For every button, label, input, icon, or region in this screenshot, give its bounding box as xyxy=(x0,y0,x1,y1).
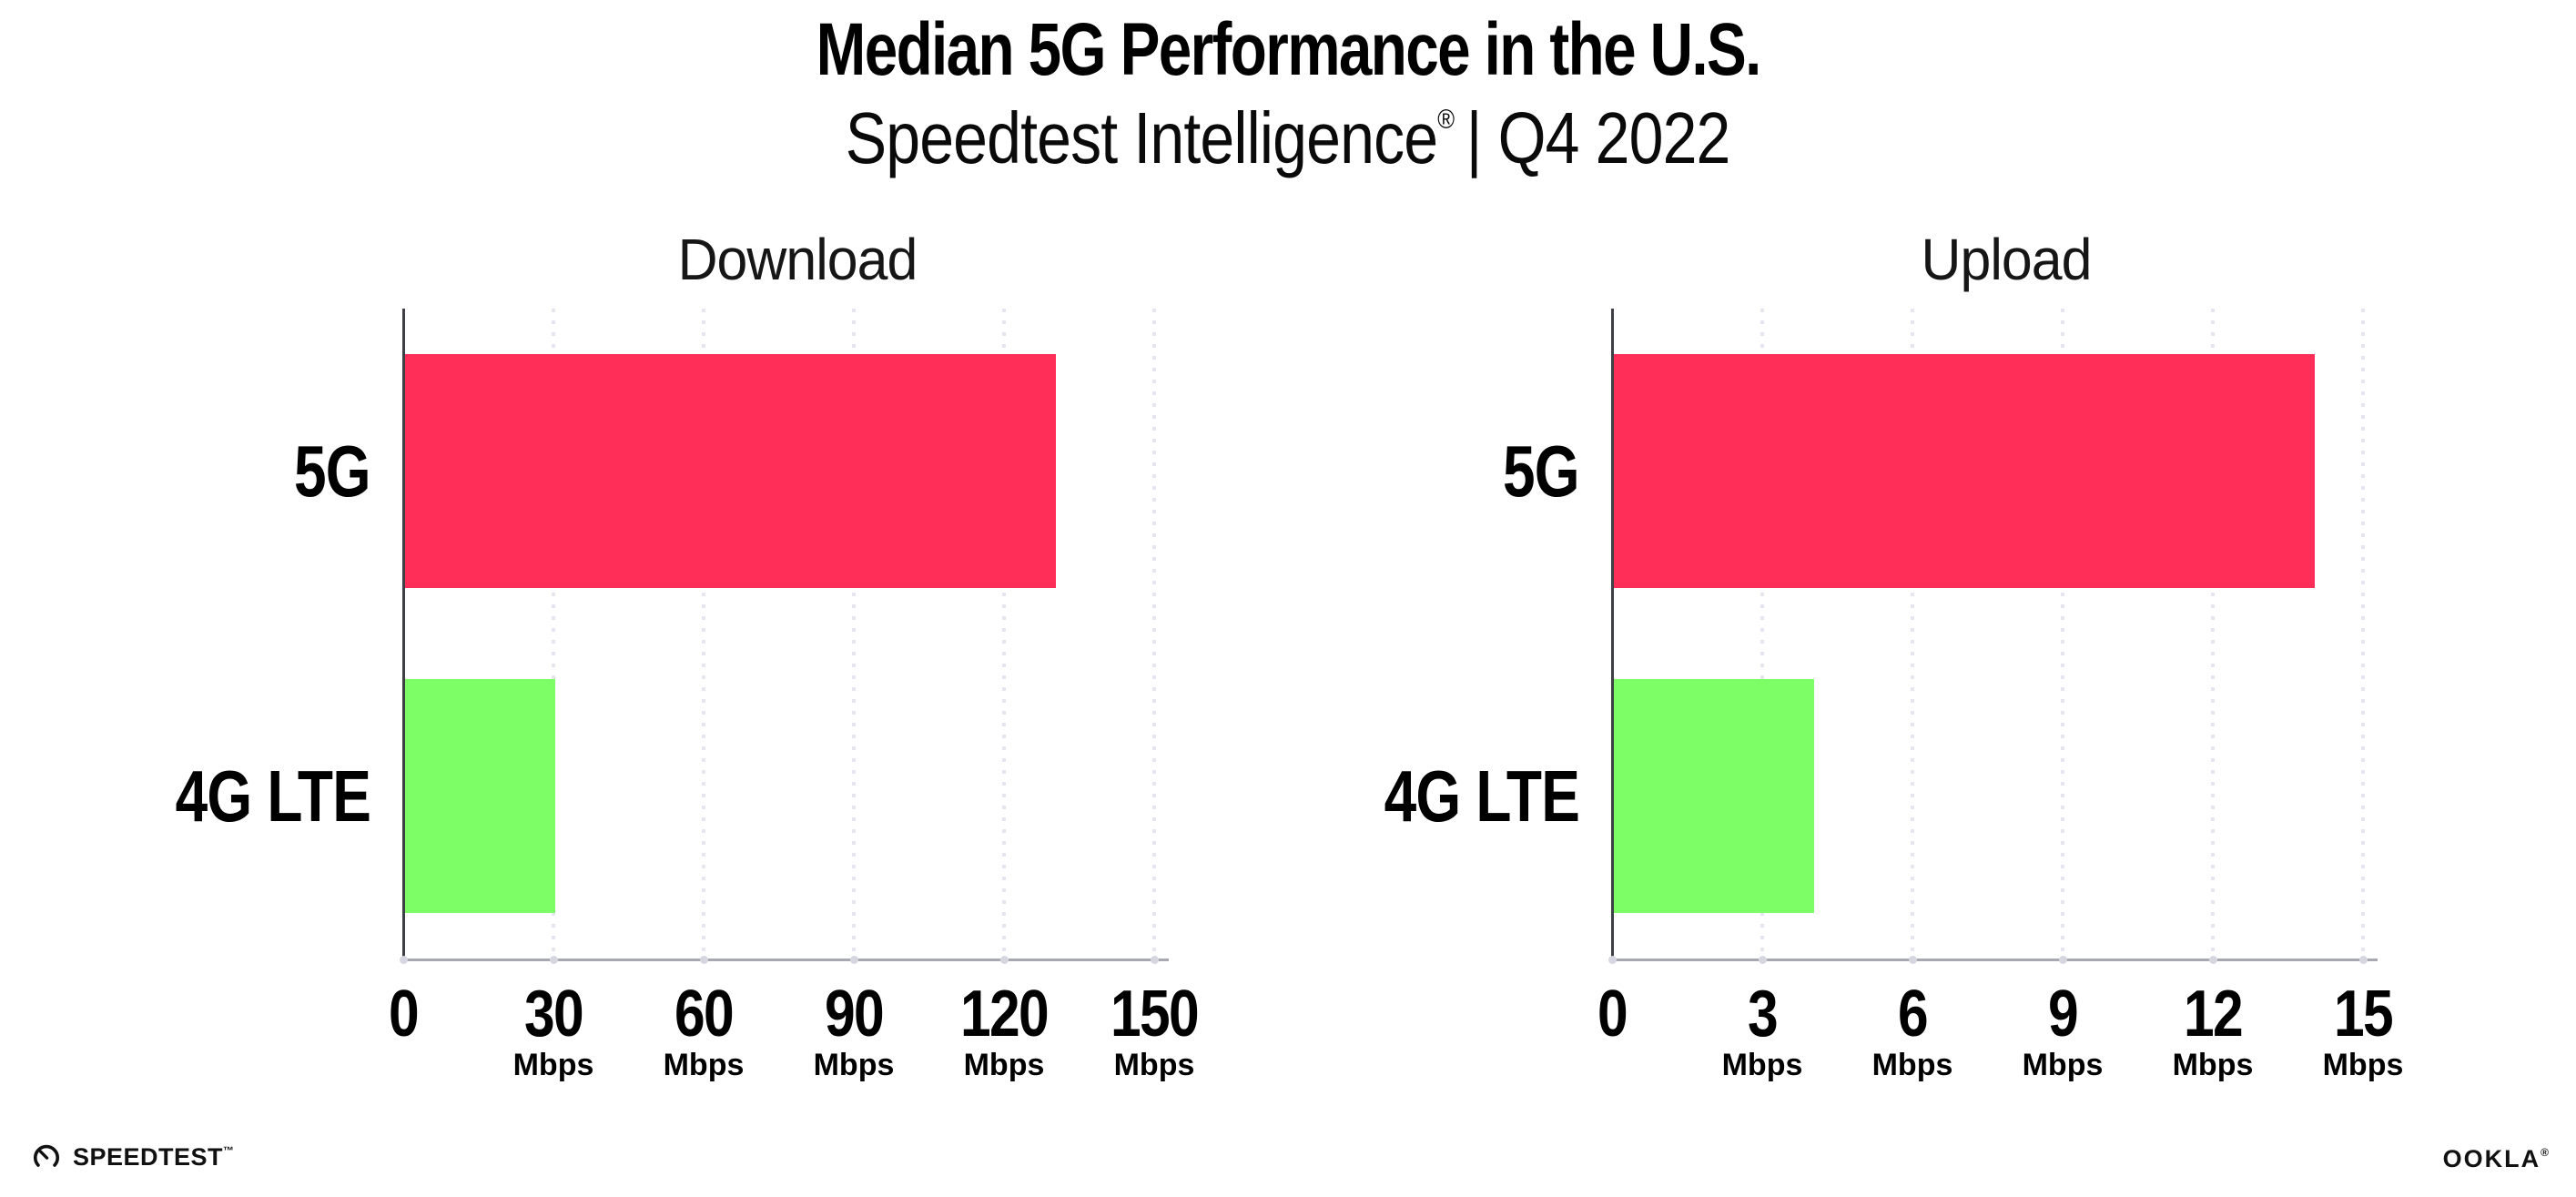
gridline-upload-9 xyxy=(2061,309,2064,959)
ookla-wordmark-text: OOKLA xyxy=(2442,1145,2541,1172)
tick-label-upload-0: 0 xyxy=(1597,978,1628,1050)
bar-5g-upload xyxy=(1614,354,2315,588)
page-subtitle-text: Speedtest Intelligence® | Q4 2022 xyxy=(846,96,1731,180)
speedtest-wordmark: SPEEDTEST™ xyxy=(73,1143,234,1172)
tick-label-upload-12: 12 xyxy=(2184,978,2244,1050)
chart-title-download: Download xyxy=(677,227,918,292)
tick-dot-download-90 xyxy=(850,956,858,964)
page-subtitle: Speedtest Intelligence® | Q4 2022 xyxy=(0,96,2576,180)
tick-unit-upload-12: Mbps xyxy=(2172,1048,2254,1082)
speedtest-gauge-icon xyxy=(31,1141,62,1172)
tick-unit-download-120: Mbps xyxy=(963,1048,1045,1082)
tick-label-upload-9: 9 xyxy=(2048,978,2079,1050)
gridline-download-60 xyxy=(702,309,705,959)
speedtest-trademark: ™ xyxy=(223,1143,235,1157)
tick-unit-upload-6: Mbps xyxy=(1871,1048,1953,1082)
category-label-4g-lte-upload: 4G LTE xyxy=(1384,755,1580,837)
ookla-registered-mark: ® xyxy=(2541,1146,2549,1159)
tick-label-download-150: 150 xyxy=(1111,978,1200,1050)
category-label-5g-upload: 5G xyxy=(1503,430,1580,512)
tick-label-upload-6: 6 xyxy=(1898,978,1929,1050)
category-label-5g-download: 5G xyxy=(294,430,371,512)
tick-dot-upload-12 xyxy=(2209,956,2217,964)
tick-label-download-0: 0 xyxy=(389,978,420,1050)
ookla-logo: OOKLA® xyxy=(2443,1145,2549,1173)
tick-unit-download-30: Mbps xyxy=(512,1048,594,1082)
y-axis-download xyxy=(402,309,405,959)
gridline-upload-3 xyxy=(1760,309,1764,959)
subtitle-brand: Speedtest Intelligence xyxy=(846,97,1438,178)
tick-label-download-90: 90 xyxy=(825,978,885,1050)
tick-dot-upload-0 xyxy=(1608,956,1617,964)
tick-dot-download-30 xyxy=(550,956,558,964)
speedtest-logo: SPEEDTEST™ xyxy=(31,1141,234,1172)
bar-5g-download xyxy=(405,354,1056,588)
registered-mark: ® xyxy=(1437,105,1455,135)
x-axis-upload xyxy=(1612,959,2378,961)
tick-dot-upload-9 xyxy=(2059,956,2067,964)
tick-label-upload-3: 3 xyxy=(1748,978,1779,1050)
chart-title-upload: Upload xyxy=(1921,227,2092,292)
bar-4g-lte-upload xyxy=(1614,679,1814,913)
gridline-download-30 xyxy=(552,309,555,959)
tick-unit-download-150: Mbps xyxy=(1113,1048,1195,1082)
tick-label-download-60: 60 xyxy=(674,978,735,1050)
tick-label-upload-15: 15 xyxy=(2334,978,2394,1050)
gridline-download-120 xyxy=(1002,309,1006,959)
tick-dot-download-150 xyxy=(1151,956,1159,964)
tick-dot-download-60 xyxy=(700,956,708,964)
tick-label-download-30: 30 xyxy=(524,978,584,1050)
tick-dot-download-0 xyxy=(400,956,408,964)
gridline-upload-6 xyxy=(1911,309,1914,959)
tick-unit-upload-3: Mbps xyxy=(1721,1048,1803,1082)
tick-dot-upload-6 xyxy=(1909,956,1917,964)
tick-unit-download-90: Mbps xyxy=(813,1048,895,1082)
ookla-wordmark: OOKLA® xyxy=(2443,1145,2549,1172)
subtitle-period: | Q4 2022 xyxy=(1466,97,1731,178)
tick-unit-upload-15: Mbps xyxy=(2322,1048,2404,1082)
category-label-4g-lte-download: 4G LTE xyxy=(175,755,371,837)
tick-label-download-120: 120 xyxy=(960,978,1050,1050)
tick-unit-download-60: Mbps xyxy=(663,1048,745,1082)
tick-dot-upload-15 xyxy=(2359,956,2368,964)
tick-dot-upload-3 xyxy=(1759,956,1767,964)
gridline-upload-12 xyxy=(2211,309,2215,959)
y-axis-upload xyxy=(1611,309,1614,959)
tick-unit-upload-9: Mbps xyxy=(2022,1048,2104,1082)
bar-4g-lte-download xyxy=(405,679,555,913)
gridline-download-90 xyxy=(852,309,856,959)
page-title: Median 5G Performance in the U.S. xyxy=(0,7,2576,93)
tick-dot-download-120 xyxy=(1000,956,1009,964)
gridline-upload-15 xyxy=(2361,309,2365,959)
page-title-text: Median 5G Performance in the U.S. xyxy=(816,8,1761,91)
x-axis-download xyxy=(403,959,1169,961)
gridline-download-150 xyxy=(1152,309,1156,959)
speedtest-wordmark-text: SPEEDTEST xyxy=(73,1142,224,1171)
